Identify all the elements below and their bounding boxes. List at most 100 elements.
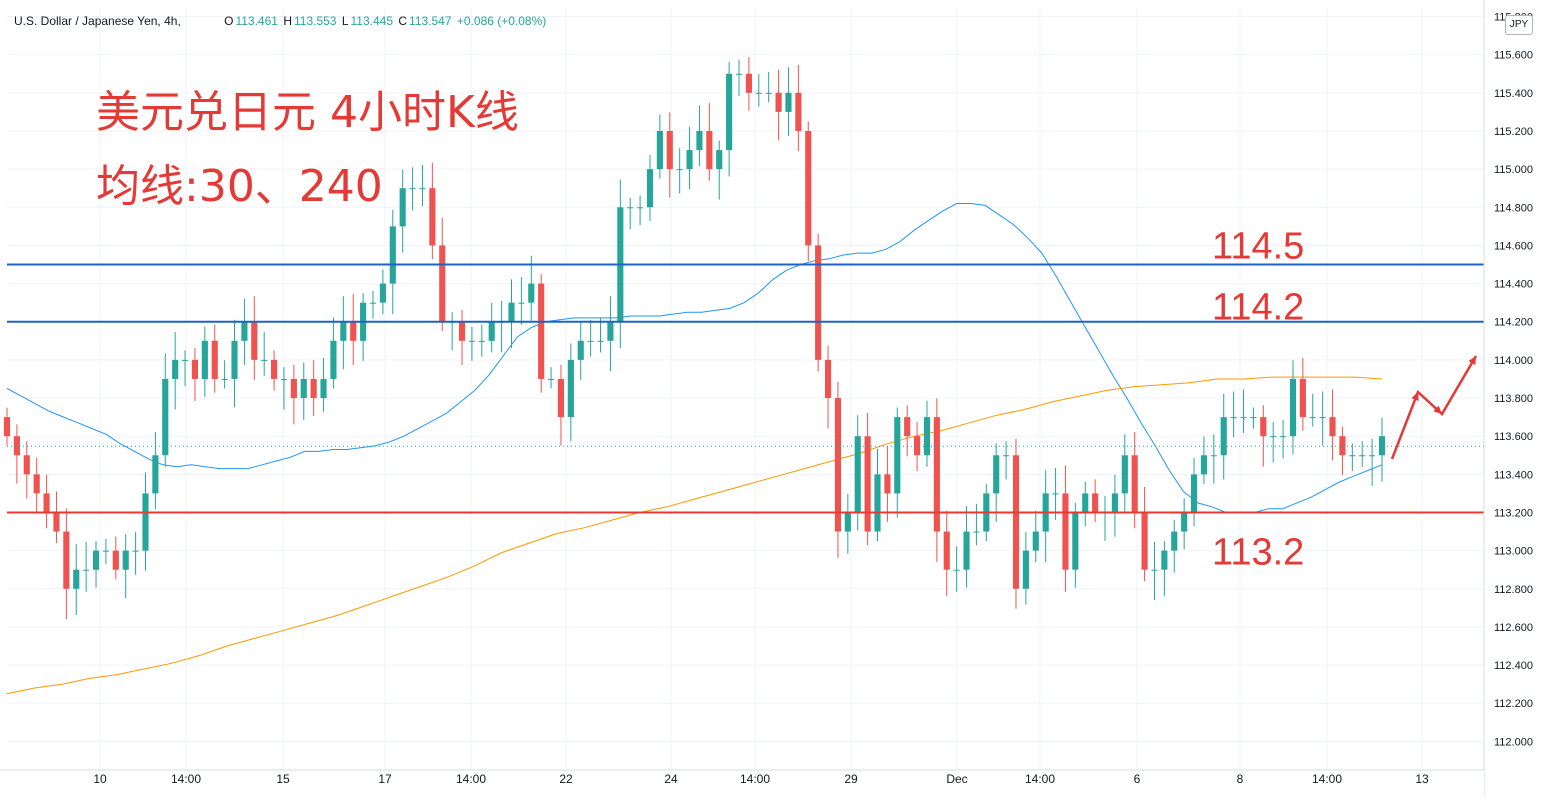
candle-body bbox=[973, 531, 980, 533]
candle-body bbox=[201, 340, 208, 379]
y-tick-label: 113.400 bbox=[1494, 469, 1533, 481]
candle-body bbox=[735, 73, 743, 75]
candle-body bbox=[874, 474, 881, 532]
candle-body bbox=[765, 92, 772, 94]
candle-body bbox=[508, 302, 515, 322]
candle-body bbox=[142, 493, 149, 551]
candle-body bbox=[409, 188, 416, 190]
low-value: 113.445 bbox=[350, 14, 394, 28]
x-tick-label: 15 bbox=[276, 772, 290, 786]
high-value: 113.553 bbox=[293, 14, 337, 28]
candle-body bbox=[112, 550, 119, 570]
candle-body bbox=[914, 436, 921, 456]
candle-body bbox=[894, 417, 901, 494]
y-tick-label: 114.600 bbox=[1494, 240, 1533, 252]
candle-body bbox=[1003, 455, 1010, 457]
arrow-head bbox=[1468, 356, 1476, 365]
candle-body bbox=[775, 92, 782, 112]
candle-body bbox=[340, 321, 347, 341]
ma240-line bbox=[6, 376, 1383, 695]
candle-body bbox=[607, 321, 614, 341]
y-tick-label: 115.000 bbox=[1494, 164, 1533, 176]
candle-body bbox=[528, 283, 535, 303]
candle-body bbox=[63, 531, 70, 589]
y-tick-label: 114.000 bbox=[1494, 355, 1533, 367]
candle-body bbox=[1121, 455, 1128, 494]
candle-body bbox=[73, 569, 80, 589]
candle-body bbox=[1022, 550, 1029, 589]
candle-body bbox=[567, 359, 574, 418]
candle-body bbox=[3, 417, 11, 437]
candle-body bbox=[1280, 436, 1287, 438]
candle-body bbox=[805, 130, 812, 246]
candle-body bbox=[1299, 378, 1306, 418]
candle-body bbox=[102, 550, 109, 552]
x-tick-label: Dec bbox=[946, 772, 967, 786]
candle-body bbox=[1359, 455, 1366, 457]
low-label: L bbox=[341, 14, 349, 28]
x-tick-label: 13 bbox=[1415, 772, 1429, 786]
x-tick-label: 14:00 bbox=[740, 772, 770, 786]
candle-body bbox=[478, 340, 485, 342]
open-value: 113.461 bbox=[235, 14, 278, 28]
candle-body bbox=[726, 73, 733, 151]
candle-body bbox=[745, 73, 752, 93]
candle-body bbox=[1111, 493, 1118, 513]
candle-body bbox=[1072, 512, 1079, 570]
y-tick-label: 112.200 bbox=[1494, 698, 1533, 710]
candle-body bbox=[686, 150, 693, 170]
level-annotation-114-5: 114.5 bbox=[1212, 226, 1304, 268]
symbol-title[interactable]: U.S. Dollar / Japanese Yen, 4h, bbox=[14, 14, 181, 28]
candle-body bbox=[389, 226, 396, 284]
currency-badge[interactable]: JPY bbox=[1505, 15, 1533, 35]
y-tick-label: 114.800 bbox=[1494, 202, 1533, 214]
candle-body bbox=[755, 92, 762, 94]
price-axis[interactable] bbox=[1484, 0, 1553, 797]
y-tick-label: 112.400 bbox=[1494, 660, 1533, 672]
candle-body bbox=[854, 436, 861, 513]
y-tick-label: 113.000 bbox=[1494, 546, 1533, 558]
candle-body bbox=[33, 474, 40, 494]
candle-body bbox=[1161, 550, 1168, 570]
candle-body bbox=[904, 417, 911, 437]
candle-body bbox=[43, 493, 50, 513]
candle-body bbox=[261, 359, 268, 361]
y-tick-label: 112.800 bbox=[1494, 584, 1533, 596]
candle-body bbox=[369, 302, 377, 304]
candle-body bbox=[706, 130, 713, 170]
candle-body bbox=[824, 359, 832, 399]
y-tick-label: 115.200 bbox=[1494, 126, 1533, 138]
candle-body bbox=[221, 378, 228, 380]
candle-body bbox=[716, 150, 723, 170]
ma30-line bbox=[6, 203, 1383, 513]
candle-body bbox=[627, 207, 634, 209]
candle-body bbox=[241, 321, 248, 341]
x-tick-label: 10 bbox=[93, 772, 107, 786]
candle-body bbox=[1369, 455, 1376, 457]
level-annotation-113-2: 113.2 bbox=[1212, 531, 1304, 573]
candle-body bbox=[488, 321, 495, 341]
chart-annotation-ma: 均线:30、240 bbox=[96, 161, 383, 212]
candle-body bbox=[1131, 455, 1138, 513]
candle-body bbox=[211, 340, 218, 379]
x-tick-label: 29 bbox=[844, 772, 858, 786]
candle-body bbox=[251, 321, 258, 360]
chart-annotation-title: 美元兑日元 4小时K线 bbox=[96, 87, 519, 138]
candle-body bbox=[795, 92, 802, 131]
candle-body bbox=[1240, 417, 1247, 419]
candle-body bbox=[963, 531, 970, 570]
candle-body bbox=[122, 550, 129, 570]
time-axis[interactable] bbox=[0, 770, 1484, 797]
candle-body bbox=[1260, 417, 1267, 437]
candle-body bbox=[1339, 436, 1346, 456]
candle-body bbox=[1230, 417, 1237, 419]
candle-body bbox=[379, 283, 386, 303]
candle-body bbox=[656, 130, 663, 170]
x-tick-label: 17 bbox=[378, 772, 392, 786]
candle-body bbox=[646, 169, 654, 208]
candle-body bbox=[1062, 493, 1069, 570]
candle-body bbox=[1250, 417, 1257, 419]
x-tick-label: 24 bbox=[664, 772, 678, 786]
